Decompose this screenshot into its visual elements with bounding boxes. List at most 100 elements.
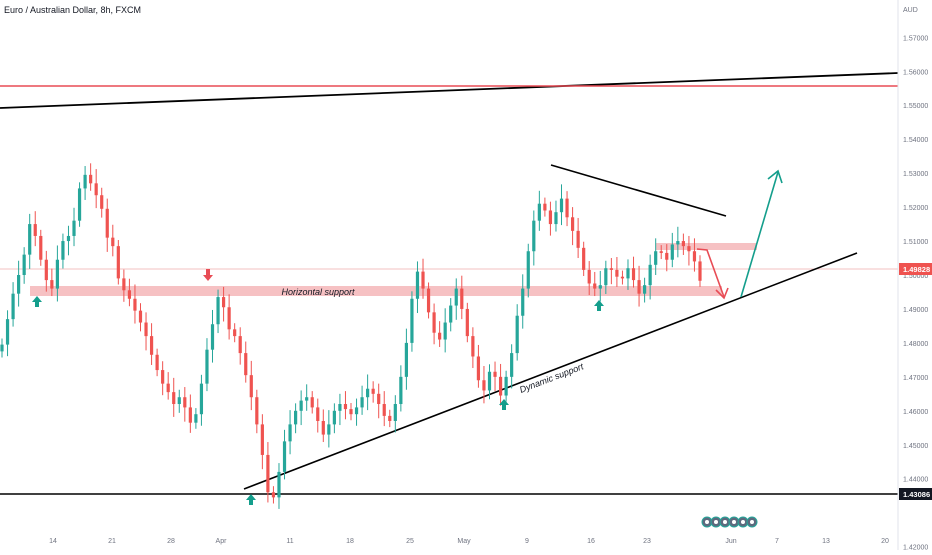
candle <box>537 190 541 231</box>
candle <box>205 338 209 392</box>
candle <box>343 391 348 420</box>
candle <box>327 410 331 448</box>
candle-body <box>482 380 486 391</box>
x-tick-label: 11 <box>286 538 293 545</box>
candle-body <box>72 220 76 236</box>
candle <box>221 286 226 322</box>
up-projection-arrow[interactable] <box>740 171 779 298</box>
candle-body <box>338 404 342 411</box>
x-tick-label: 28 <box>167 538 175 545</box>
y-tick-label: 1.44000 <box>903 477 928 484</box>
candle <box>498 363 503 406</box>
candle <box>526 243 530 298</box>
replay-icon[interactable] <box>701 516 713 528</box>
candle-body <box>687 246 691 252</box>
candle <box>465 302 469 343</box>
x-tick-label: 20 <box>881 538 889 545</box>
candle-body <box>282 441 287 472</box>
dynamic-support-trendline[interactable] <box>243 252 858 490</box>
candle <box>393 395 397 433</box>
candle <box>698 255 702 287</box>
upper-trendline[interactable] <box>0 72 899 109</box>
candle <box>44 250 48 292</box>
up-marker-icon <box>246 494 256 505</box>
candle-body <box>476 356 481 381</box>
descending-trendline[interactable] <box>550 164 727 217</box>
candle-body <box>310 397 314 408</box>
candle-body <box>155 354 159 371</box>
candle <box>404 328 408 390</box>
candle <box>22 247 26 284</box>
candle-body <box>465 308 469 337</box>
replay-icon[interactable] <box>719 516 731 528</box>
signal-markers <box>32 269 604 505</box>
candle-body <box>415 271 420 299</box>
candle-body <box>294 410 298 425</box>
candle <box>183 387 187 422</box>
candle <box>305 384 309 411</box>
candle <box>133 284 137 324</box>
replay-icon[interactable] <box>746 516 758 528</box>
candle-body <box>11 293 15 320</box>
candle-body <box>648 264 652 286</box>
candle-body <box>582 247 586 270</box>
time-axis[interactable]: 14 21 28 Apr 11 18 25 May 9 16 23 Jun 7 13 20 <box>49 538 889 545</box>
candle-body <box>50 280 54 289</box>
candle-body <box>521 288 525 316</box>
candle-body <box>609 268 613 270</box>
candle-body <box>83 174 87 189</box>
candle <box>676 226 680 258</box>
candle-body <box>626 268 630 279</box>
candle <box>565 191 569 227</box>
candle <box>543 197 547 217</box>
y-tick-label: 1.54000 <box>903 137 928 144</box>
candle-body <box>33 224 37 236</box>
candle <box>637 265 641 307</box>
candle-body <box>299 400 303 411</box>
down-projection-arrow[interactable] <box>696 248 725 298</box>
price-axis[interactable]: AUD 1.57000 1.56000 1.55000 1.54000 1.53000 1… <box>897 0 932 552</box>
candle <box>432 303 436 345</box>
candle <box>177 389 181 413</box>
candle <box>17 260 21 307</box>
candle-body <box>377 393 381 405</box>
candle <box>338 393 342 426</box>
x-tick-label: Apr <box>216 538 228 545</box>
up-marker-icon <box>594 300 604 311</box>
candle <box>227 294 231 340</box>
annotation-labels: Horizontal support Dynamic support <box>281 287 585 395</box>
candle-body <box>382 404 386 416</box>
y-tick-label: 1.51000 <box>903 239 928 246</box>
replay-toolbar[interactable] <box>701 516 758 528</box>
candle-body <box>327 424 331 435</box>
candle <box>366 374 370 411</box>
candle <box>316 398 320 433</box>
candle-body <box>681 241 685 247</box>
candle <box>582 241 586 277</box>
x-tick-label: 21 <box>108 538 116 545</box>
candle-body <box>471 336 475 357</box>
down-marker-icon <box>203 269 213 281</box>
up-marker-icon <box>32 296 42 307</box>
y-tick-label: 1.55000 <box>903 103 928 110</box>
candle <box>659 245 663 260</box>
candle <box>288 410 292 455</box>
candle-body <box>321 420 325 435</box>
candle <box>443 308 447 353</box>
candle-body <box>233 329 237 337</box>
candle <box>681 233 685 255</box>
candle <box>426 282 431 319</box>
candle-body <box>515 315 519 354</box>
resistance-zone[interactable] <box>656 243 757 250</box>
y-tick-label: 1.52000 <box>903 205 928 212</box>
candle-body <box>28 224 32 255</box>
candle-body <box>105 208 109 238</box>
horizontal-support-zone[interactable] <box>30 286 722 296</box>
candle <box>609 258 613 285</box>
candle <box>249 360 253 411</box>
candle-body <box>177 397 181 405</box>
candle <box>487 364 492 400</box>
y-tick-label: 1.47000 <box>903 375 928 382</box>
